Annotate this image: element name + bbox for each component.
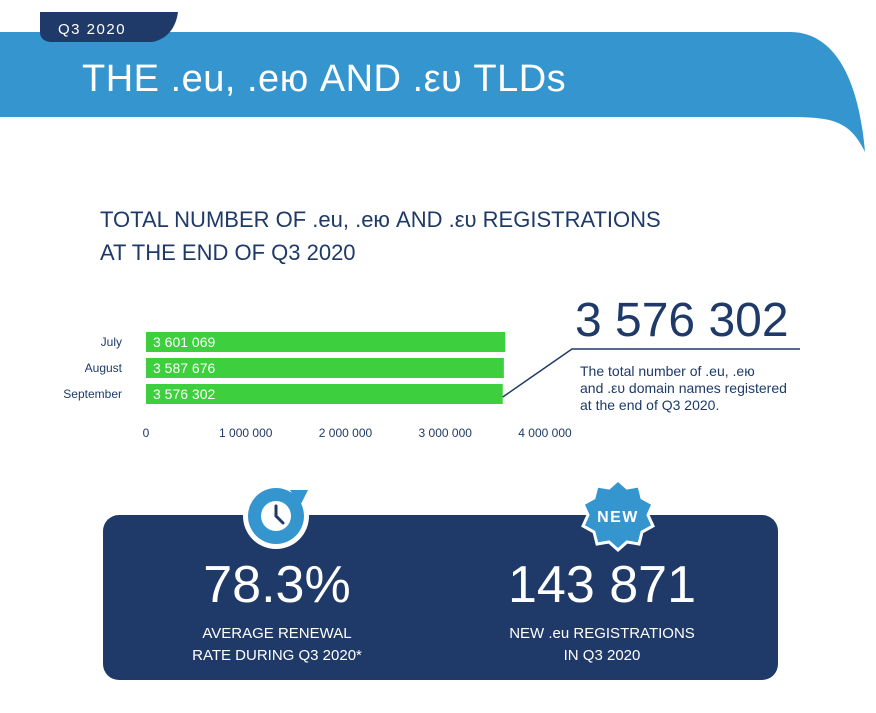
renewal-rate-label: AVERAGE RENEWAL RATE DURING Q3 2020* bbox=[127, 623, 427, 667]
stats-panel bbox=[103, 515, 778, 680]
x-tick-label: 4 000 000 bbox=[518, 426, 572, 440]
quarter-tag: Q3 2020 bbox=[58, 21, 127, 38]
category-label: July bbox=[101, 335, 122, 349]
x-tick-label: 1 000 000 bbox=[219, 426, 273, 440]
renewal-label-line1: AVERAGE RENEWAL bbox=[202, 625, 352, 642]
total-registrations-value: 3 576 302 bbox=[575, 294, 789, 347]
new-registrations-value: 143 871 bbox=[508, 556, 696, 614]
renewal-rate-value: 78.3% bbox=[203, 556, 351, 614]
section-title-line2: AT THE END OF Q3 2020 bbox=[100, 240, 356, 265]
banner-shape bbox=[0, 32, 865, 152]
new-badge-text: NEW bbox=[597, 509, 639, 526]
bar-value-label: 3 576 302 bbox=[153, 386, 215, 402]
new-label-line1: NEW .eu REGISTRATIONS bbox=[509, 625, 695, 642]
category-label: September bbox=[63, 387, 122, 401]
category-label: August bbox=[85, 361, 123, 375]
section-title: TOTAL NUMBER OF .eu, .ею AND .ευ REGISTR… bbox=[100, 203, 661, 269]
bar-july bbox=[146, 332, 506, 352]
page-title: THE .eu, .ею AND .ευ TLDs bbox=[82, 58, 567, 100]
renewal-stat: 78.3% AVERAGE RENEWAL RATE DURING Q3 202… bbox=[127, 555, 427, 667]
total-registrations-description: The total number of .eu, .ею and .ευ dom… bbox=[580, 363, 815, 414]
leader-line bbox=[502, 348, 800, 398]
new-registrations-stat: 143 871 NEW .eu REGISTRATIONS IN Q3 2020 bbox=[452, 555, 752, 667]
new-badge-icon: NEW bbox=[581, 478, 655, 553]
registrations-bar-chart: July 3 601 069 August 3 587 676 September 3 5… bbox=[63, 332, 800, 440]
section-title-line1: TOTAL NUMBER OF .eu, .ею AND .ευ REGISTR… bbox=[100, 207, 661, 232]
bar-value-label: 3 601 069 bbox=[153, 334, 215, 350]
description-line3: at the end of Q3 2020. bbox=[580, 397, 720, 413]
x-tick-label: 2 000 000 bbox=[319, 426, 373, 440]
x-tick-label: 3 000 000 bbox=[419, 426, 473, 440]
description-line1: The total number of .eu, .ею bbox=[580, 363, 755, 379]
description-line2: and .ευ domain names registered bbox=[580, 380, 787, 396]
new-registrations-label: NEW .eu REGISTRATIONS IN Q3 2020 bbox=[452, 623, 752, 667]
bar-september bbox=[146, 384, 503, 404]
x-tick-label: 0 bbox=[143, 426, 150, 440]
renewal-label-line2: RATE DURING Q3 2020* bbox=[192, 647, 362, 664]
quarter-tag-shape bbox=[40, 12, 178, 42]
clock-refresh-icon bbox=[243, 483, 309, 549]
header-banner bbox=[0, 12, 865, 152]
new-label-line2: IN Q3 2020 bbox=[563, 647, 641, 664]
bar-value-label: 3 587 676 bbox=[153, 360, 215, 376]
bar-august bbox=[146, 358, 504, 378]
